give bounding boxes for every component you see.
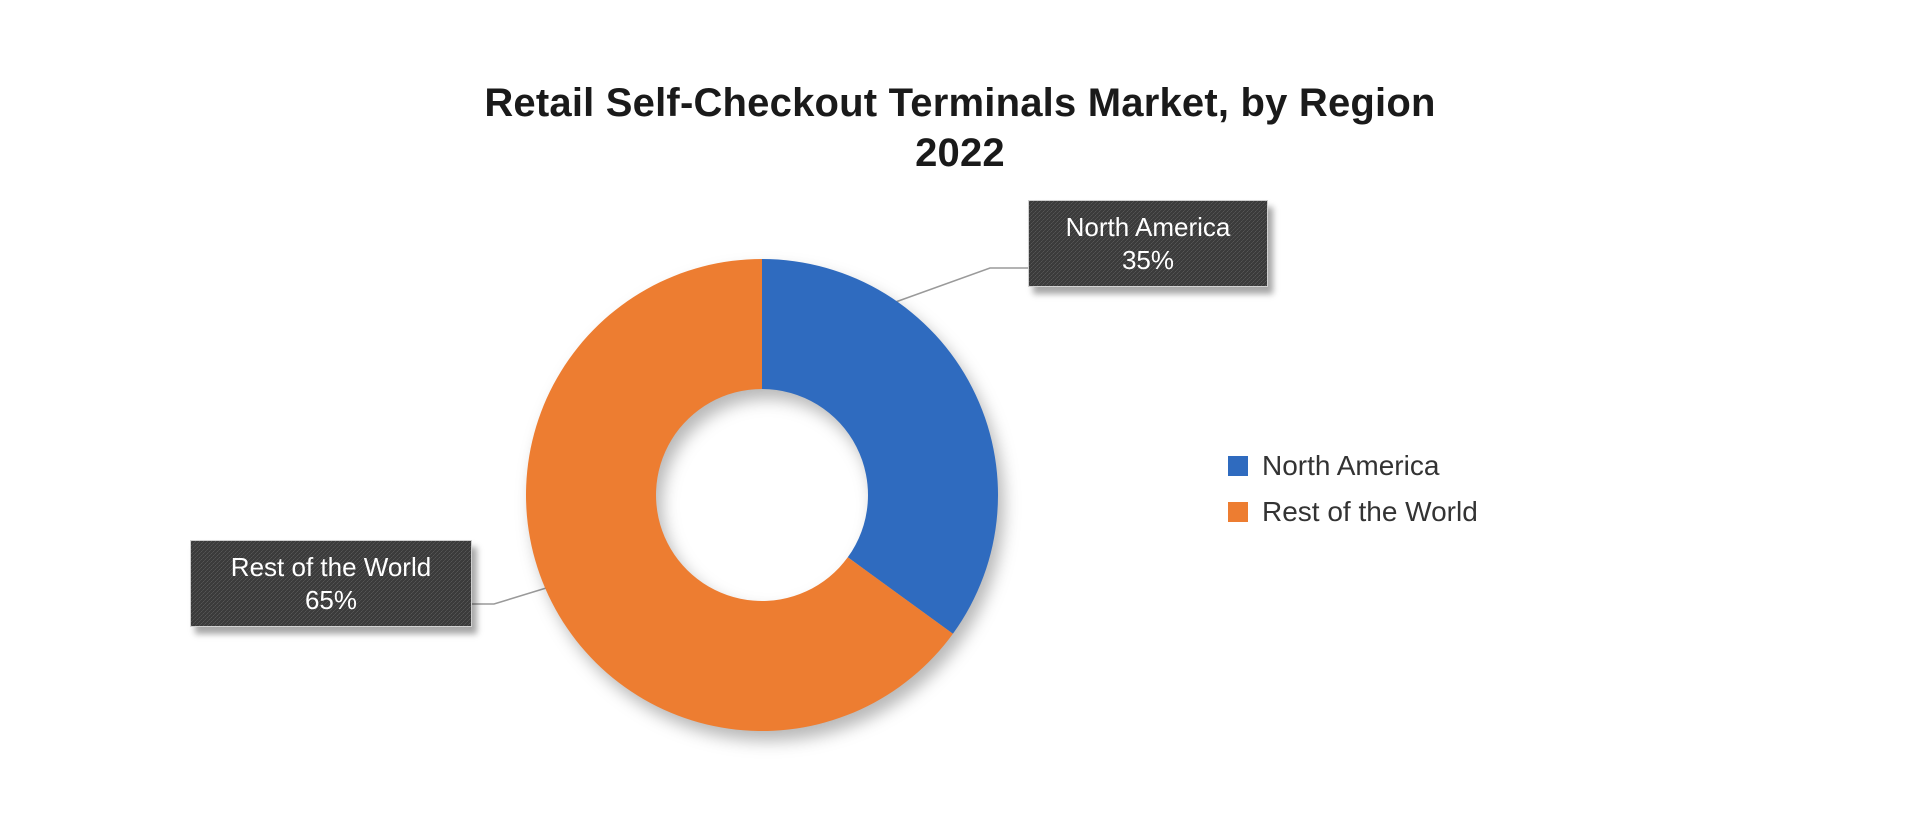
callout-label: North America xyxy=(1047,211,1249,244)
legend-item: North America xyxy=(1228,450,1478,482)
legend-label: Rest of the World xyxy=(1262,496,1478,528)
chart-title-line1: Retail Self-Checkout Terminals Market, b… xyxy=(484,81,1435,125)
legend-label: North America xyxy=(1262,450,1439,482)
donut-slice xyxy=(762,259,998,634)
legend-swatch xyxy=(1228,502,1248,522)
callout-percent: 65% xyxy=(209,584,453,617)
chart-container: Retail Self-Checkout Terminals Market, b… xyxy=(0,0,1920,818)
legend-swatch xyxy=(1228,456,1248,476)
chart-title-line2: 2022 xyxy=(915,131,1005,175)
chart-title: Retail Self-Checkout Terminals Market, b… xyxy=(0,78,1920,178)
callout-label: Rest of the World xyxy=(209,551,453,584)
callout-box: Rest of the World65% xyxy=(190,540,472,627)
callout-percent: 35% xyxy=(1047,244,1249,277)
legend-item: Rest of the World xyxy=(1228,496,1478,528)
legend: North America Rest of the World xyxy=(1228,444,1478,542)
callout-box: North America35% xyxy=(1028,200,1268,287)
donut-chart xyxy=(524,257,1000,733)
